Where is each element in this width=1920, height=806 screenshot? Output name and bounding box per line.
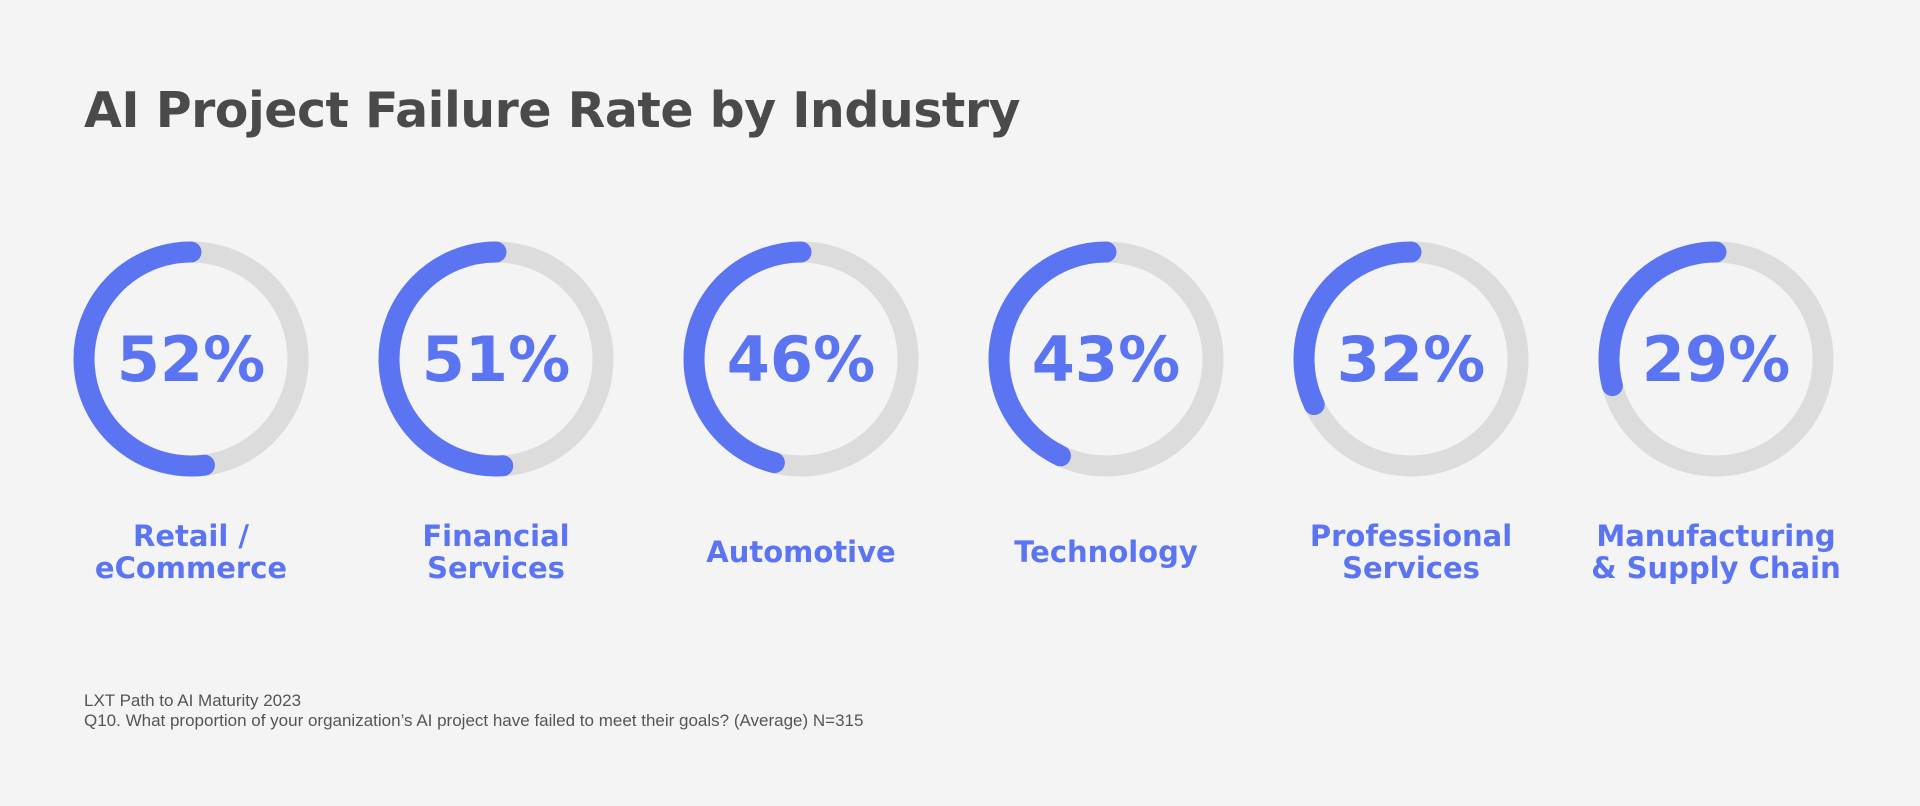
category-label: Manufacturing bbox=[1596, 519, 1835, 553]
donut-arc bbox=[1293, 241, 1422, 416]
donut-arc bbox=[1598, 241, 1727, 397]
value-label: 52% bbox=[117, 323, 265, 396]
category-label: Professional bbox=[1310, 519, 1512, 553]
category-label: Technology bbox=[1014, 535, 1198, 569]
value-label: 51% bbox=[422, 323, 570, 396]
value-label: 46% bbox=[727, 323, 875, 396]
value-label: 43% bbox=[1032, 323, 1180, 396]
category-label: Automotive bbox=[706, 535, 895, 569]
value-label: 29% bbox=[1642, 323, 1790, 396]
category-label: Retail / bbox=[133, 519, 249, 553]
footnote-question: Q10. What proportion of your organizatio… bbox=[84, 711, 864, 730]
category-label: & Supply Chain bbox=[1591, 551, 1840, 585]
value-label: 32% bbox=[1337, 323, 1485, 396]
donut-arc bbox=[378, 241, 514, 477]
footnote-source: LXT Path to AI Maturity 2023 bbox=[84, 691, 302, 710]
category-label: Financial bbox=[422, 519, 569, 553]
donut-arc bbox=[683, 241, 812, 474]
chart-title: AI Project Failure Rate by Industry bbox=[84, 82, 1020, 139]
category-label: Services bbox=[427, 551, 565, 585]
category-label: Services bbox=[1342, 551, 1480, 585]
donut-arc bbox=[73, 241, 215, 477]
donut-arc bbox=[988, 241, 1117, 467]
category-label: eCommerce bbox=[95, 551, 287, 585]
